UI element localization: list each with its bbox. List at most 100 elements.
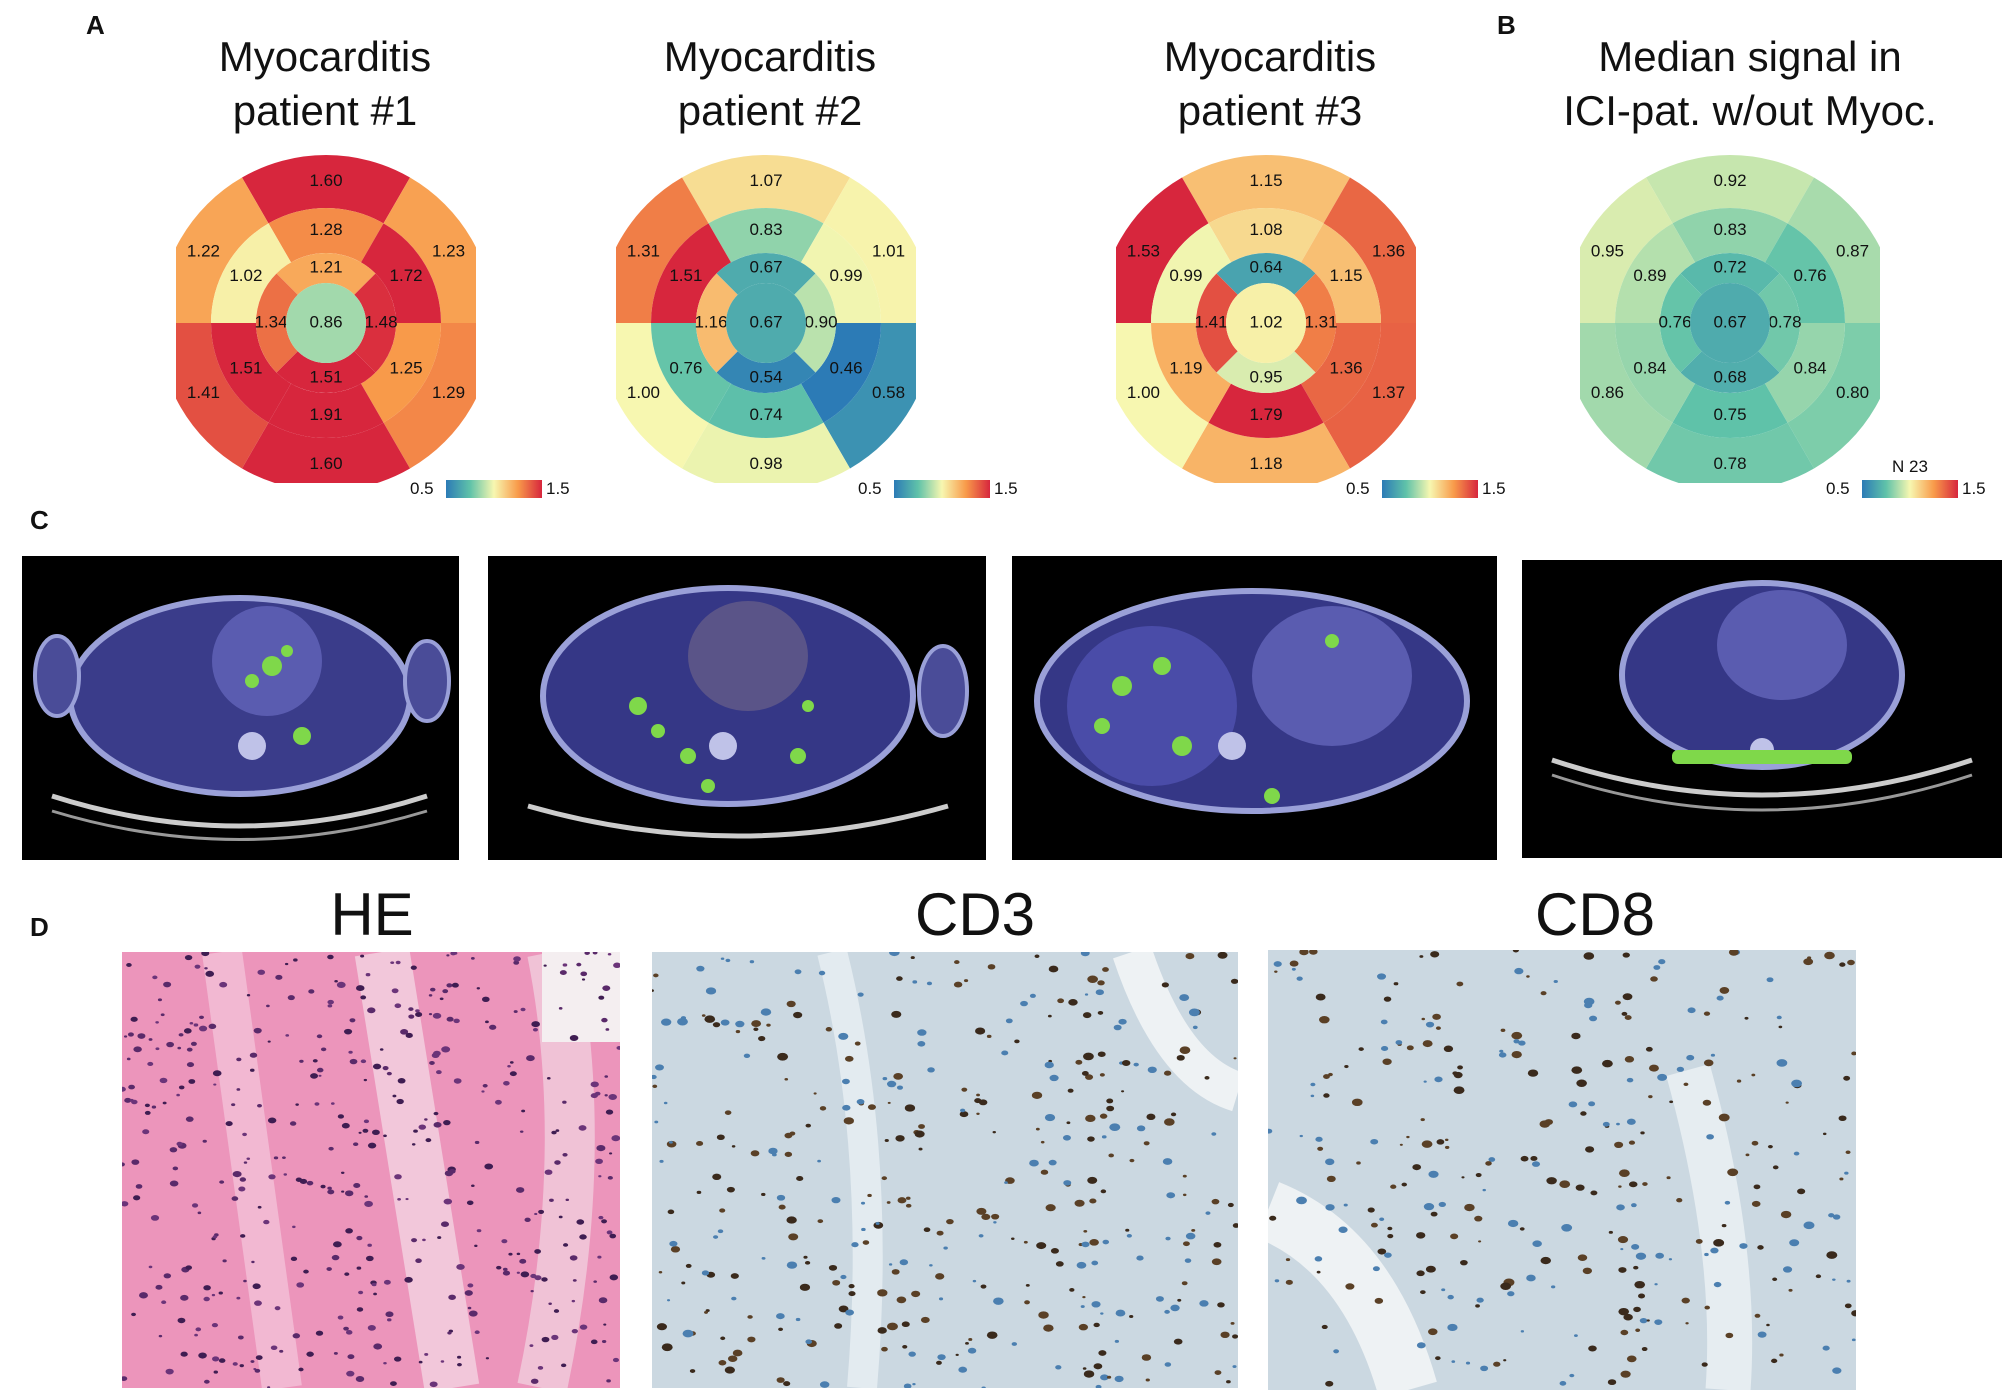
bullseye-title-3-line2: patient #3 [1177,87,1363,134]
bullseye-3-basal-segment-5 [1116,323,1209,469]
bullseye-2-apical-label-4: 1.16 [694,312,727,331]
bullseye-1-mid-segment-1 [268,208,384,263]
bullseye-1-basal-segment-3 [383,323,476,469]
bullseye-2-apical-label-2: 0.90 [804,312,837,331]
bullseye-3-mid-segment-6 [1151,223,1231,323]
bullseye-2-basal-segment-5 [616,323,709,469]
bullseye-3-mid-label-3: 1.36 [1330,359,1363,378]
bullseye-1-basal-label-1: 1.60 [309,171,342,190]
bullseye-title-3: Myocarditis patient #3 [1100,30,1440,138]
bullseye-3-basal-label-1: 1.15 [1249,171,1282,190]
histology-title-cd3: CD3 [914,881,1036,948]
bullseye-3-apical-label-4: 1.41 [1194,312,1227,331]
bullseye-2-apical-label-1: 0.67 [749,257,782,276]
bullseye-3-mid-segment-3 [1301,323,1381,423]
bullseye-title-3-line1: Myocarditis [1163,33,1377,80]
bullseye-2-basal-segment-2 [823,177,916,323]
bullseye-3-apex-segment [1226,283,1306,363]
bullseye-1-apical-label-4: 1.34 [254,312,287,331]
bullseye-4-apical-segment-1 [1680,253,1780,295]
bullseye-2-mid-segment-6 [651,223,731,323]
pet-ct-image-4 [1522,560,2002,858]
bullseye-4-mid-segment-6 [1615,223,1695,323]
pet-ct-image-3 [1012,556,1497,860]
bullseye-2-basal-label-5: 1.00 [627,383,660,402]
bullseye-title-2-line1: Myocarditis [663,33,877,80]
bullseye-4-apical-segment-3 [1680,351,1780,393]
bullseye-1-apex-segment [286,283,366,363]
bullseye-4-mid-label-3: 0.84 [1794,359,1827,378]
bullseye-1-basal-segment-1 [242,154,410,224]
bullseye-1-apical-segment-1 [276,253,376,295]
bullseye-4-apical-label-2: 0.78 [1768,312,1801,331]
bullseye-4-basal-label-6: 0.95 [1591,242,1624,261]
bullseye-4-apical-label-1: 0.72 [1713,257,1746,276]
bullseye-4-mid-label-6: 0.89 [1633,266,1666,285]
bullseye-2-apical-segment-1 [716,253,816,295]
bullseye-1-apex-label: 0.86 [309,312,342,331]
bullseye-1-basal-label-3: 1.29 [432,383,465,402]
bullseye-1-basal-segment-6 [176,177,269,323]
bullseye-3-apical-label-3: 0.95 [1249,367,1282,386]
bullseye-4-basal-segment-1 [1646,154,1814,224]
bullseye-2-mid-segment-1 [708,208,824,263]
bullseye-2-basal-label-4: 0.98 [749,454,782,473]
bullseye-4-mid-label-2: 0.76 [1794,266,1827,285]
panel-letter-c: C [30,505,49,535]
bullseye-plot-patient-2: 1.07 1.01 0.58 0.98 1.00 1.31 0.83 0.99 0.46 0.74… [616,154,916,483]
colorbar-2: 0.5 1.5 [858,479,1018,498]
pet-ct-image-1 [22,556,459,860]
colorbar-3-min: 0.5 [1346,479,1370,498]
histology-image-cd3 [652,952,1238,1388]
bullseye-title-4-line1: Median signal in [1598,33,1902,80]
bullseye-4-basal-label-4: 0.78 [1713,454,1746,473]
bullseye-1-basal-segment-4 [242,422,410,483]
bullseye-3-mid-segment-2 [1301,223,1381,323]
bullseye-1-apical-label-1: 1.21 [309,257,342,276]
bullseye-1-mid-label-3: 1.25 [390,359,423,378]
bullseye-3-basal-segment-6 [1116,177,1209,323]
bullseye-3-apex-label: 1.02 [1249,312,1282,331]
bullseye-1-mid-segment-5 [211,323,291,423]
bullseye-2-mid-label-6: 1.51 [669,266,702,285]
bullseye-2-mid-label-3: 0.46 [830,359,863,378]
bullseye-3-basal-label-6: 1.53 [1127,242,1160,261]
bullseye-3-mid-segment-4 [1208,383,1324,438]
colorbar-4-n-label: N 23 [1892,457,1928,476]
colorbar-2-max: 1.5 [994,479,1018,498]
bullseye-3-mid-segment-5 [1151,323,1231,423]
colorbar-3-max: 1.5 [1482,479,1506,498]
bullseye-2-basal-label-3: 0.58 [872,383,905,402]
bullseye-3-basal-label-2: 1.36 [1372,242,1405,261]
bullseye-3-mid-label-5: 1.19 [1169,359,1202,378]
bullseye-2-apical-segment-2 [794,273,836,373]
bullseye-title-1-line1: Myocarditis [218,33,432,80]
bullseye-2-basal-label-6: 1.31 [627,242,660,261]
panel-letter-d: D [30,912,49,942]
bullseye-3-mid-label-2: 1.15 [1330,266,1363,285]
bullseye-3-basal-label-3: 1.37 [1372,383,1405,402]
bullseye-2-mid-segment-3 [801,323,881,423]
bullseye-1-mid-label-1: 1.28 [309,220,342,239]
bullseye-2-basal-segment-6 [616,177,709,323]
colorbar-4-min: 0.5 [1826,479,1850,498]
bullseye-title-1: Myocarditis patient #1 [160,30,490,138]
bullseye-2-mid-segment-5 [651,323,731,423]
bullseye-3-apical-label-1: 0.64 [1249,257,1282,276]
colorbar-4-max: 1.5 [1962,479,1986,498]
histology-image-cd8 [1268,950,1856,1390]
bullseye-1-apical-segment-4 [256,273,298,373]
bullseye-4-basal-segment-5 [1580,323,1673,469]
bullseye-title-2-line2: patient #2 [677,87,863,134]
bullseye-4-mid-label-4: 0.75 [1713,405,1746,424]
bullseye-plot-patient-3: 1.15 1.36 1.37 1.18 1.00 1.53 1.08 1.15 1.36 1.79… [1116,154,1416,483]
bullseye-1-apical-label-2: 1.48 [364,312,397,331]
bullseye-3-apical-segment-3 [1216,351,1316,393]
bullseye-2-mid-label-5: 0.76 [669,359,702,378]
bullseye-title-1-line2: patient #1 [232,87,418,134]
bullseye-3-mid-label-6: 0.99 [1169,266,1202,285]
bullseye-3-apical-label-2: 1.31 [1304,312,1337,331]
bullseye-4-apical-segment-2 [1758,273,1800,373]
colorbar-4: N 23 0.5 1.5 [1826,457,1986,498]
bullseye-1-mid-segment-3 [361,323,441,423]
